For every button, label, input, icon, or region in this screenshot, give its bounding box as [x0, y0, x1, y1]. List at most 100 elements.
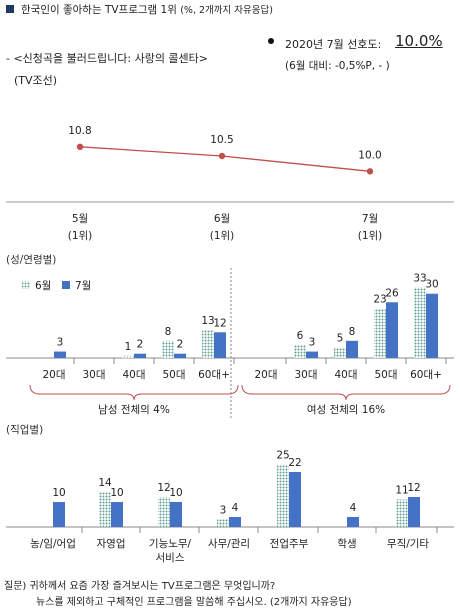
bar-value-label: 14	[98, 477, 112, 489]
group-summary-label: 남성 전체의 4%	[98, 404, 170, 416]
trend-point	[218, 152, 226, 160]
bar-july	[214, 332, 226, 358]
bar-july	[170, 502, 182, 527]
bar-july	[229, 517, 241, 527]
preference-diff: (6월 대비: -0,5%P, - )	[285, 60, 390, 72]
age-category-label: 20대	[254, 369, 277, 381]
bar-july	[289, 472, 301, 527]
bar-value-label: 26	[385, 287, 399, 299]
bar-value-label: 12	[407, 482, 420, 494]
bar-value-label: 12	[213, 317, 226, 329]
bar-value-label: 5	[337, 332, 344, 344]
occupation-category-label: 농/임/어업	[30, 537, 76, 550]
bar-value-label: 2	[177, 339, 184, 351]
trend-month-label: 7월	[362, 213, 378, 225]
trend-point	[366, 168, 374, 175]
bar-june	[334, 347, 346, 358]
bar-value-label: 30	[425, 279, 438, 291]
bar-value-label: 1	[125, 341, 132, 353]
bar-value-label: 2	[137, 339, 144, 351]
bar-value-label: 12	[157, 482, 170, 494]
footnote-instruction: 뉴스를 제외하고 구체적인 프로그램을 말씀해 주십시오. (2개까지 자유응답…	[36, 597, 352, 608]
bar-june	[294, 345, 306, 358]
bar-value-label: 4	[232, 502, 239, 514]
bar-value-label: 8	[349, 326, 356, 338]
bullet-dot-icon	[268, 38, 274, 44]
program-name: - <신청곡을 불러드립니다: 사랑의 콜센타>	[6, 52, 209, 65]
bar-june	[217, 519, 229, 527]
bar-july	[408, 497, 420, 527]
trend-rank-label: (1위)	[68, 229, 93, 242]
trend-month-label: 5월	[72, 213, 88, 225]
trend-value-label: 10.8	[68, 125, 91, 137]
bar-june	[122, 355, 134, 358]
bar-value-label: 11	[395, 485, 408, 497]
bar-value-label: 33	[413, 272, 426, 284]
trend-value-label: 10.0	[358, 149, 381, 161]
occupation-category-label: 서비스	[156, 552, 185, 564]
occupation-category-label: 기능노무/	[149, 538, 192, 550]
title-note: (%, 2개까지 자유응답)	[180, 5, 273, 16]
group-brace	[241, 384, 451, 401]
age-category-label: 20대	[42, 369, 65, 381]
bar-value-label: 4	[350, 502, 357, 514]
age-category-label: 60대+	[198, 369, 230, 381]
legend-swatch-july	[62, 281, 70, 289]
bar-july	[174, 353, 186, 358]
age-category-label: 50대	[162, 369, 185, 381]
age-category-label: 50대	[374, 369, 397, 381]
section-label-gender-age: (성/연령별)	[6, 254, 57, 266]
title-text: 한국인이 좋아하는 TV프로그램 1위	[21, 4, 177, 16]
trend-line-chart: 10.8 5월 (1위) 10.5 6월 (1위) 10.0 7월 (1위)	[6, 125, 454, 242]
bar-july	[111, 502, 123, 527]
age-category-label: 40대	[334, 369, 357, 381]
program-channel: (TV조선)	[14, 74, 58, 87]
bar-july	[347, 517, 359, 527]
bar-june	[396, 499, 408, 527]
legend-label-june: 6월	[35, 280, 51, 292]
bar-value-label: 22	[288, 457, 301, 469]
bar-value-label: 10	[169, 487, 182, 499]
bar-july	[346, 340, 358, 358]
bar-june	[202, 330, 214, 358]
bar-june	[99, 492, 111, 527]
bar-value-label: 25	[276, 450, 289, 462]
group-brace	[29, 384, 239, 401]
occupation-category-label: 자영업	[97, 537, 126, 550]
occupation-category-label: 사무/관리	[208, 538, 250, 550]
bar-value-label: 6	[297, 330, 304, 342]
bar-value-label: 10	[52, 487, 65, 499]
bar-july	[426, 293, 438, 358]
trend-month-label: 6월	[214, 213, 230, 225]
bar-july	[134, 353, 146, 358]
trend-rank-label: (1위)	[358, 229, 383, 242]
bar-june	[162, 340, 174, 358]
bar-value-label: 13	[201, 315, 214, 327]
bar-june	[414, 287, 426, 358]
trend-rank-label: (1위)	[210, 229, 235, 242]
trend-line	[79, 146, 371, 172]
age-category-label: 30대	[82, 369, 105, 381]
bar-value-label: 8	[165, 326, 172, 338]
bar-july	[306, 351, 318, 358]
age-category-label: 40대	[122, 369, 145, 381]
trend-point	[76, 143, 84, 150]
legend-swatch-june	[22, 281, 30, 289]
chart-title: 한국인이 좋아하는 TV프로그램 1위 (%, 2개까지 자유응답)	[21, 2, 273, 17]
title-bullet-icon	[6, 5, 14, 13]
bar-july	[386, 302, 398, 358]
occupation-category-label: 무직/기타	[387, 538, 430, 550]
bar-value-label: 3	[57, 337, 64, 349]
trend-value-label: 10.5	[210, 134, 233, 146]
preference-value: 10.0%	[395, 32, 443, 50]
occupation-category-label: 학생	[337, 538, 356, 550]
section-label-occupation: (직업별)	[6, 424, 44, 436]
group-summary-label: 여성 전체의 16%	[307, 404, 385, 416]
occupation-category-label: 전업주부	[270, 537, 309, 550]
bar-july	[53, 502, 65, 527]
bar-value-label: 10	[110, 487, 123, 499]
bar-value-label: 3	[220, 505, 227, 517]
